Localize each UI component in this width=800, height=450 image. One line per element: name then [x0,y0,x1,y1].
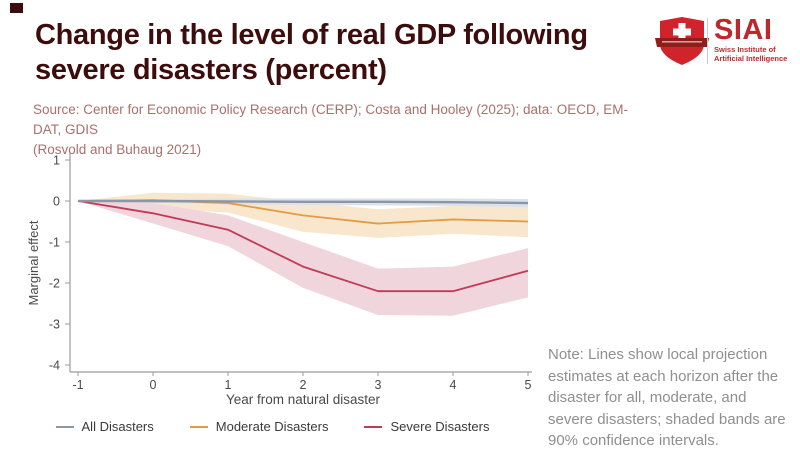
chart-legend: All Disasters Moderate Disasters Severe … [0,419,545,434]
series-line-severe-disasters [77,200,529,293]
page-title-line2: severe disasters (percent) [35,54,387,86]
legend-label: Moderate Disasters [215,419,329,434]
chart-note: Note: Lines show local projection estima… [548,346,786,449]
series-line-all-disasters [78,199,529,205]
y-axis-title: Marginal effect [26,220,41,305]
y-tick-label: -3 [49,318,60,332]
source-line1: Source: Center for Economic Policy Resea… [33,102,628,137]
y-tick-label: 1 [53,154,60,168]
shield-cross-icon [655,17,709,65]
line-chart: 1 0 -1 -2 -3 -4 -1 0 1 2 3 4 5 Marginal effect Year fr… [26,153,532,407]
legend-label: Severe Disasters [390,419,490,434]
x-tick-label: 4 [450,378,457,392]
moderate-disasters-line-swatch [189,425,208,428]
source-line2: (Rosvold and Buhaug 2021) [33,142,202,157]
all-disasters-line-swatch [55,425,74,428]
page-title-line1: Change in the level of real GDP followin… [35,19,588,51]
deco-square [10,3,23,13]
logo-divider [707,18,708,64]
y-tick-label: -2 [49,277,60,291]
x-tick-label: 1 [225,378,232,392]
logo-text: SIAI Swiss Institute of Artificial Intel… [714,14,787,63]
siai-logo: SIAI Swiss Institute of Artificial Intel… [650,14,795,66]
x-tick-label: -1 [72,378,83,392]
legend-item-severe-disasters: Severe Disasters [364,419,489,434]
logo-brand: SIAI [714,14,773,46]
logo-subtitle: Swiss Institute of Artificial Intelligen… [714,45,788,63]
source-text: Source: Center for Economic Policy Resea… [33,100,633,160]
y-tick-label: -1 [49,236,60,250]
page-title: Change in the level of real GDP followin… [35,18,635,88]
x-tick-label: 0 [150,378,157,392]
x-axis-title: Year from natural disaster [226,392,381,407]
x-tick-label: 5 [525,378,532,392]
y-tick-label: 0 [53,195,60,209]
x-tick-label: 2 [300,378,307,392]
legend-item-all-disasters: All Disasters [55,419,154,434]
legend-label: All Disasters [81,419,154,434]
severe-disasters-line-swatch [364,425,383,428]
y-tick-label: -4 [49,359,60,373]
confidence-band-severe-disasters [78,201,528,316]
legend-item-moderate-disasters: Moderate Disasters [189,419,329,434]
x-tick-label: 3 [375,378,382,392]
